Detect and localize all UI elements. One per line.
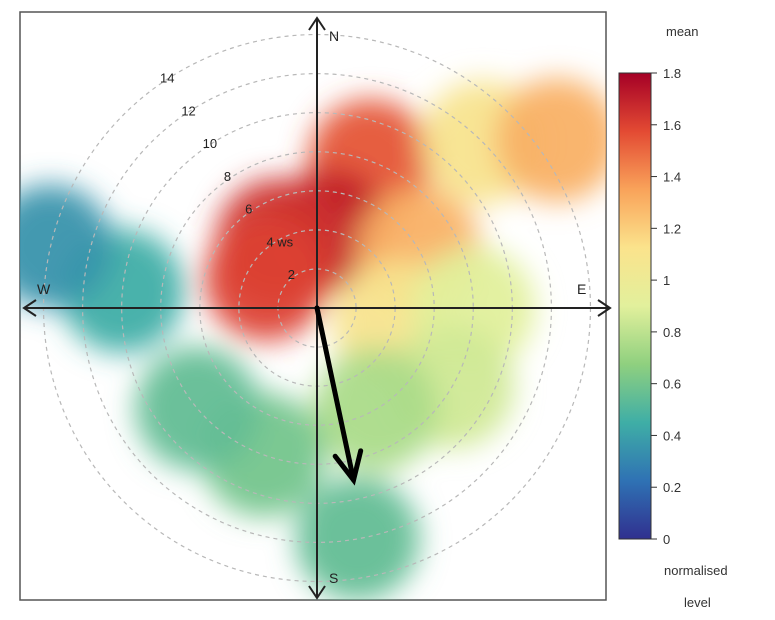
radial-tick-label: 12	[181, 103, 195, 118]
colorbar-tick-label: 0.2	[663, 480, 681, 495]
colorbar-tick-label: 1.2	[663, 221, 681, 236]
colorbar-tick-label: 1	[663, 273, 670, 288]
south-label: S	[329, 570, 338, 586]
radial-tick-labels: 2 4 ws 6 8 10 12 14	[160, 71, 295, 283]
surface-cell	[204, 216, 329, 341]
radial-tick-label: 10	[203, 136, 217, 151]
west-label: W	[37, 281, 51, 297]
radial-tick-label: 14	[160, 71, 174, 86]
colorbar-tick-label: 0	[663, 532, 670, 547]
colorbar-tick-label: 0.4	[663, 428, 681, 443]
trend-arrow-head	[332, 448, 364, 486]
colorbar-ticks: 0 0.2 0.4 0.6 0.8 1 1.2 1.4 1.6 1.8	[651, 66, 681, 547]
surface-cell	[20, 184, 113, 309]
south-arrowhead	[308, 585, 326, 600]
north-label: N	[329, 28, 339, 44]
colorbar-tick-label: 1.8	[663, 66, 681, 81]
surface-cell	[135, 346, 260, 471]
colorbar-title: mean	[666, 24, 699, 39]
radial-tick-label: 4 ws	[266, 234, 293, 249]
colorbar-tick-label: 0.8	[663, 325, 681, 340]
trend-arrow	[314, 305, 364, 486]
colorbar-tick-label: 1.6	[663, 118, 681, 133]
radial-tick-label: 2	[288, 267, 295, 282]
east-arrowhead	[597, 299, 612, 317]
colorbar-label-line-2: level	[684, 595, 711, 610]
surface-cell	[295, 476, 420, 600]
west-arrowhead	[22, 299, 37, 317]
trend-arrow-shaft	[314, 305, 357, 483]
colorbar-tick-label: 1.4	[663, 170, 681, 185]
colorbar	[618, 72, 652, 540]
radial-tick-label: 6	[245, 202, 252, 217]
colorbar-tick-label: 0.6	[663, 377, 681, 392]
east-label: E	[577, 281, 586, 297]
surface-cell	[495, 77, 606, 202]
colorbar-label-line-1: normalised	[664, 563, 728, 578]
north-arrowhead	[308, 16, 326, 31]
radial-tick-label: 8	[224, 169, 231, 184]
